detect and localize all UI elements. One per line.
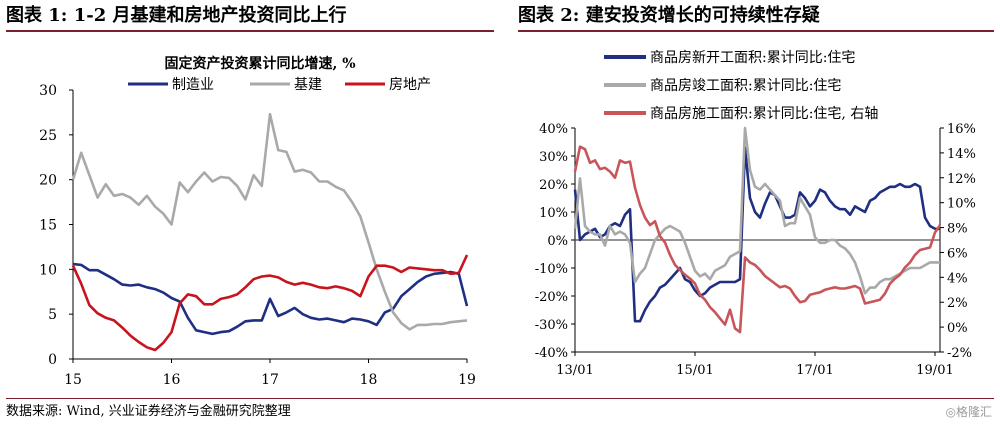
series-line-商品房施工面积-累计同比-住宅-右轴 bbox=[573, 145, 942, 334]
x-tick-label: 18 bbox=[360, 372, 378, 388]
y-tick-label: 5 bbox=[48, 307, 57, 323]
left-y-tick-label: -20% bbox=[535, 290, 568, 305]
right-y-tick-label: 14% bbox=[947, 147, 976, 162]
figure-1-title-rule bbox=[6, 30, 494, 32]
x-tick-label: 17/01 bbox=[796, 363, 833, 378]
y-tick-label: 0 bbox=[48, 352, 57, 368]
legend-label-房地产: 房地产 bbox=[389, 77, 431, 93]
chart-1-fixed-asset-investment: 固定资产投资累计同比增速, % 制造业 基建 房地产 0 5 10 15 20 25 30 15 16 1… bbox=[39, 55, 476, 388]
x-tick-label: 15 bbox=[64, 372, 82, 388]
watermark: ◎格隆汇 bbox=[945, 405, 992, 419]
left-y-tick-label: -30% bbox=[535, 318, 568, 333]
y-tick-label: 15 bbox=[39, 218, 57, 234]
series-line-制造业 bbox=[72, 262, 469, 336]
y-tick-label: 10 bbox=[39, 262, 57, 278]
left-y-tick-label: 10% bbox=[539, 206, 568, 221]
y-tick-label: 30 bbox=[39, 83, 57, 99]
right-y-tick-label: -2% bbox=[947, 346, 972, 361]
chart-1-title: 固定资产投资累计同比增速, % bbox=[164, 55, 355, 72]
series-line-基建 bbox=[71, 112, 468, 331]
legend-label-商品房施工面积-累计同比-住宅-右轴: 商品房施工面积:累计同比:住宅, 右轴 bbox=[650, 106, 878, 122]
series-line-商品房竣工面积-累计同比-住宅 bbox=[573, 126, 940, 295]
right-y-tick-label: 2% bbox=[947, 296, 968, 311]
left-y-tick-label: 30% bbox=[539, 150, 568, 165]
series-line-商品房新开工面积-累计同比-住宅 bbox=[573, 146, 940, 323]
x-tick-label: 19 bbox=[458, 372, 476, 388]
x-tick-label: 16 bbox=[163, 372, 181, 388]
figure-2-title-rule bbox=[518, 30, 994, 32]
x-tick-label: 19/01 bbox=[916, 363, 953, 378]
footer-rule bbox=[6, 398, 994, 399]
legend-label-商品房竣工面积-累计同比-住宅: 商品房竣工面积:累计同比:住宅 bbox=[650, 78, 841, 94]
x-tick-label: 15/01 bbox=[676, 363, 713, 378]
data-source-note: 数据来源: Wind, 兴业证券经济与金融研究院整理 bbox=[6, 404, 291, 419]
legend-label-制造业: 制造业 bbox=[172, 77, 214, 93]
right-y-tick-label: 10% bbox=[947, 197, 976, 212]
series-line-房地产 bbox=[71, 254, 469, 352]
y-tick-label: 25 bbox=[39, 128, 57, 144]
left-y-tick-label: 0% bbox=[547, 234, 568, 249]
x-tick-label: 13/01 bbox=[556, 363, 593, 378]
left-y-tick-label: 20% bbox=[539, 178, 568, 193]
right-y-tick-label: 4% bbox=[947, 271, 968, 286]
left-y-tick-label: -40% bbox=[535, 346, 568, 361]
legend-label-基建: 基建 bbox=[294, 76, 322, 93]
x-tick-label: 17 bbox=[261, 372, 279, 388]
figure-2-title: 图表 2: 建安投资增长的可持续性存疑 bbox=[518, 5, 820, 26]
chart-2-housing-area-growth: 商品房新开工面积:累计同比:住宅商品房竣工面积:累计同比:住宅商品房施工面积:累… bbox=[535, 50, 976, 378]
y-tick-label: 20 bbox=[39, 173, 57, 189]
right-y-tick-label: 8% bbox=[947, 222, 968, 237]
right-y-tick-label: 0% bbox=[947, 321, 968, 336]
right-y-tick-label: 16% bbox=[947, 122, 976, 137]
left-y-tick-label: 40% bbox=[539, 122, 568, 137]
legend-label-商品房新开工面积-累计同比-住宅: 商品房新开工面积:累计同比:住宅 bbox=[650, 50, 855, 66]
right-y-tick-label: 6% bbox=[947, 246, 968, 261]
right-y-tick-label: 12% bbox=[947, 172, 976, 187]
figure-1-title: 图表 1: 1-2 月基建和房地产投资同比上行 bbox=[6, 5, 347, 26]
left-y-tick-label: -10% bbox=[535, 262, 568, 277]
